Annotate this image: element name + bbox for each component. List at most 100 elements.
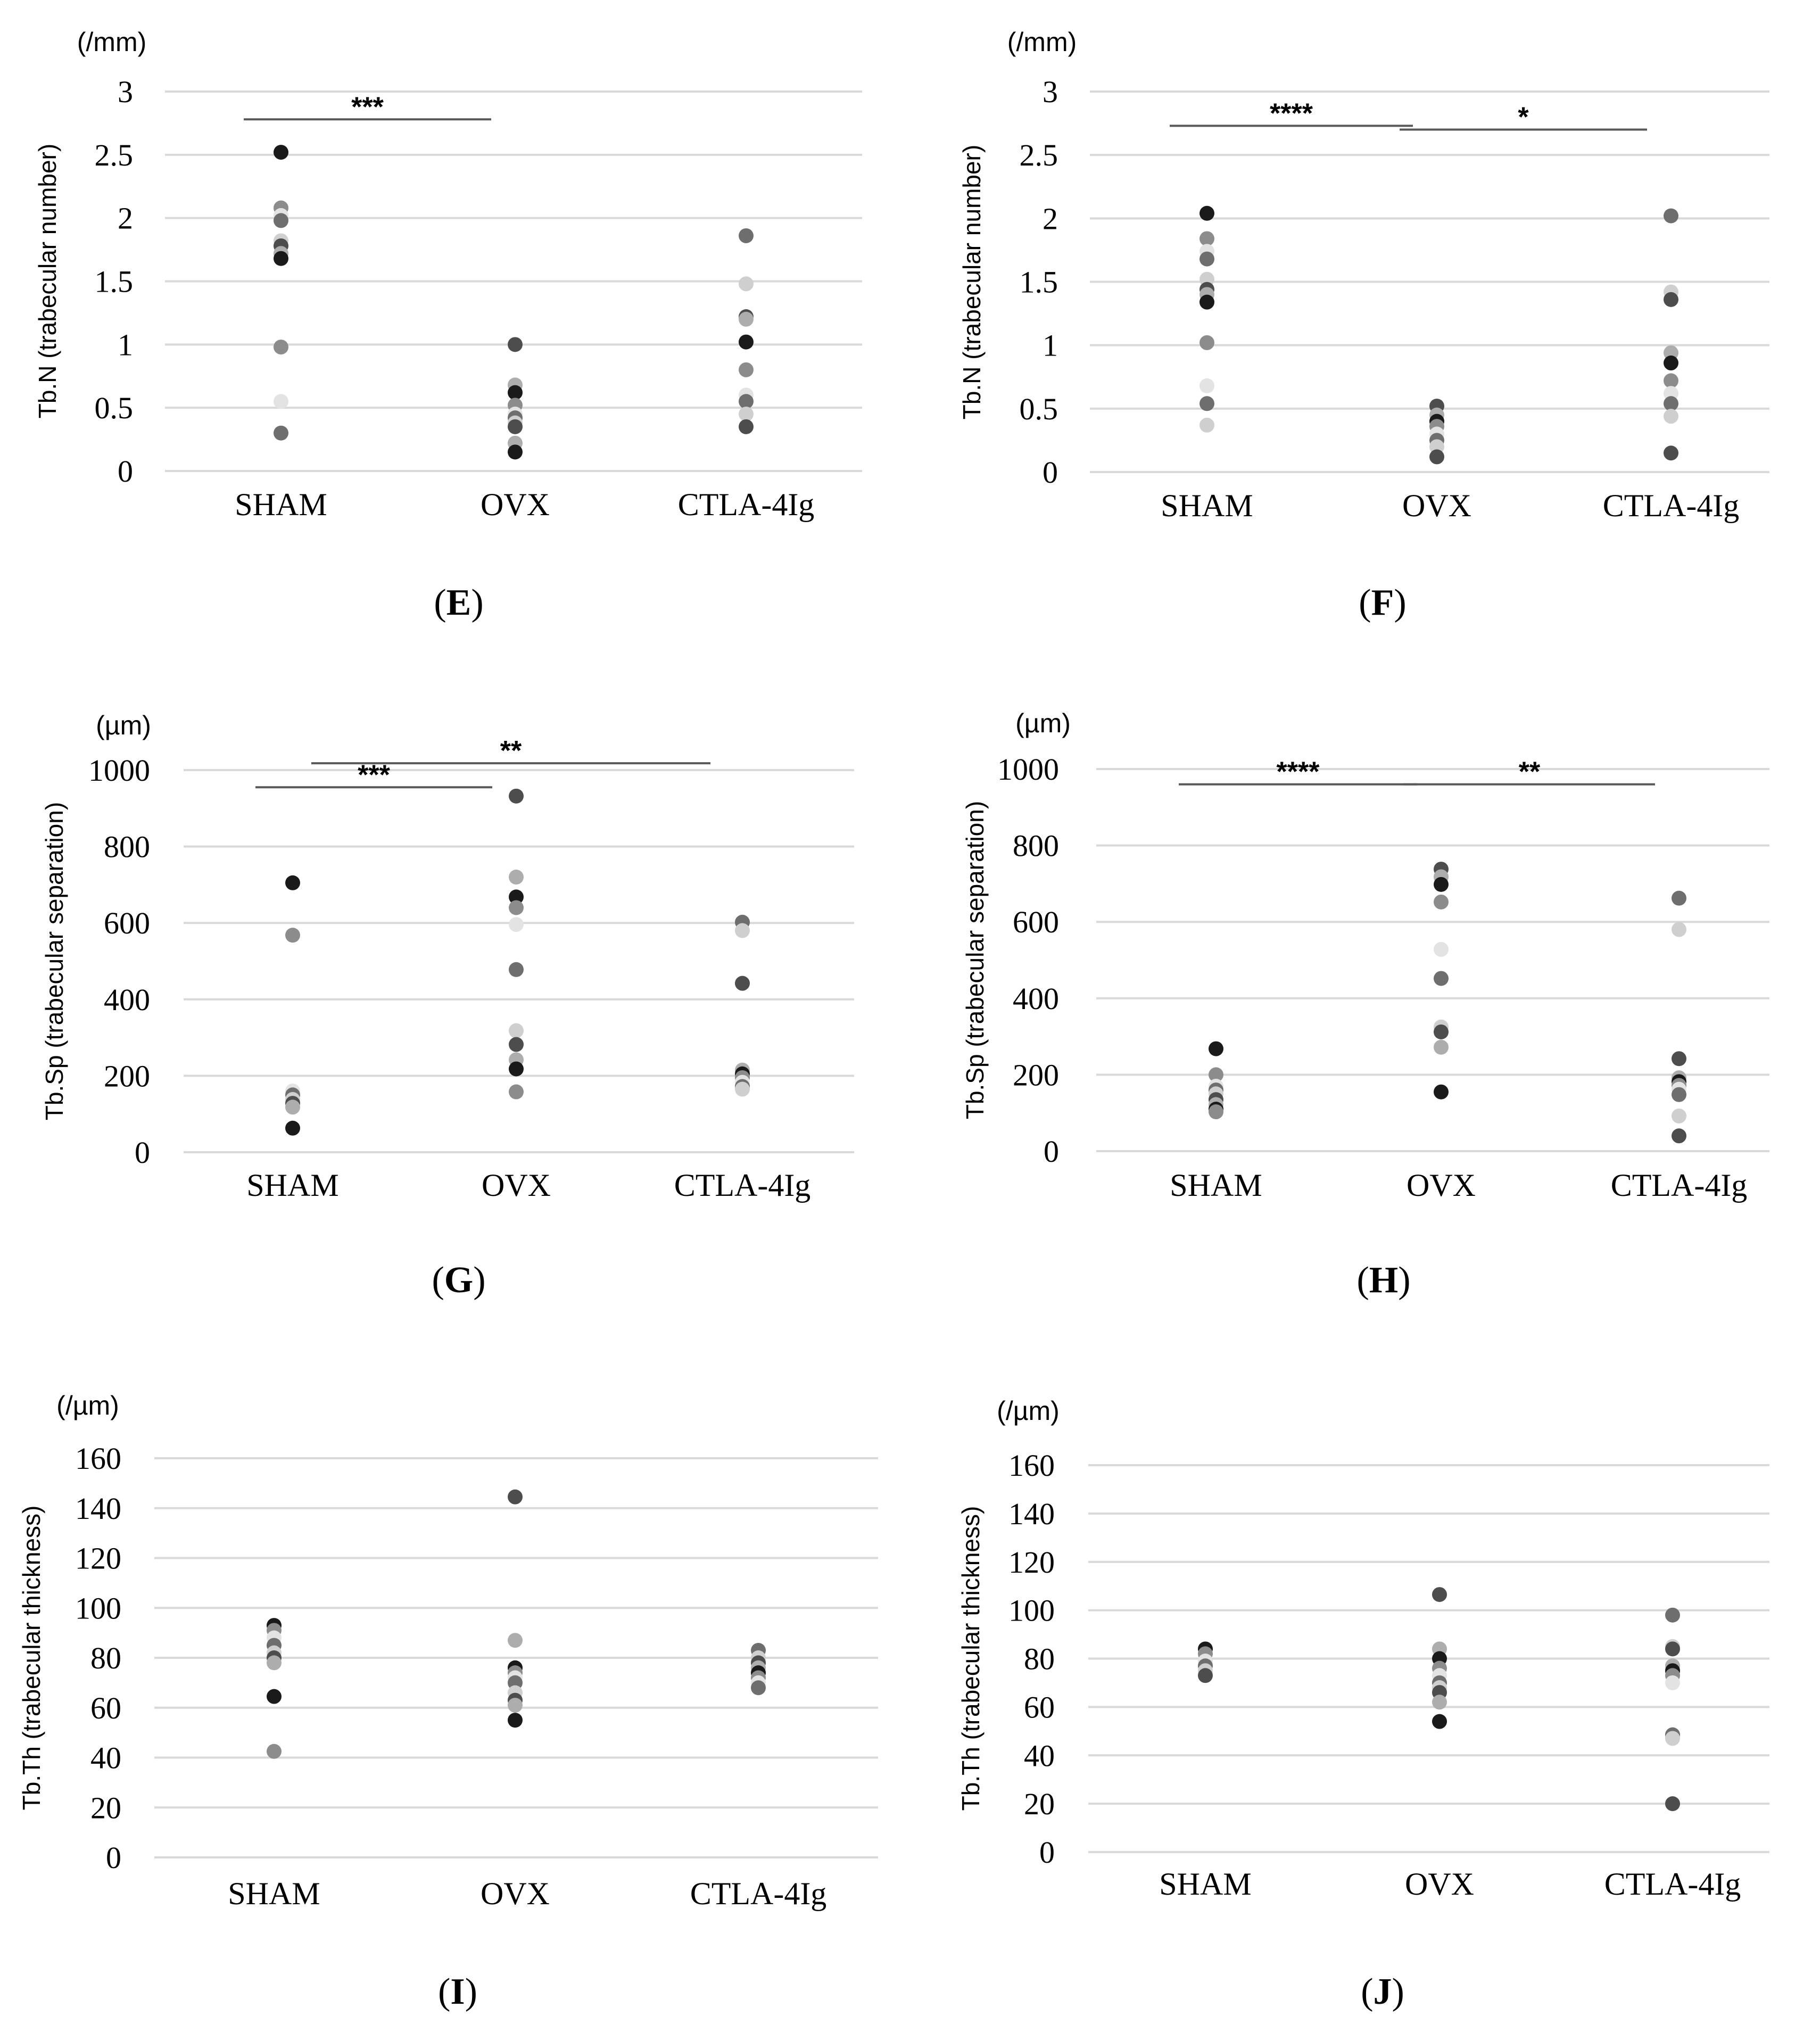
y-tick-label: 600 bbox=[1013, 905, 1059, 939]
data-point-ctla-4ig bbox=[1672, 1128, 1686, 1144]
panel-e: 0 0.5 1 1.5 2 2.5 3 (/mm) Tb.N (trabecular numbe… bbox=[34, 27, 862, 623]
y-tick-label: 60 bbox=[90, 1691, 121, 1725]
data-point-sham bbox=[1199, 205, 1214, 221]
data-point-ctla-4ig bbox=[739, 407, 754, 422]
data-point-ctla-4ig bbox=[1672, 1087, 1686, 1102]
data-point-ctla-4ig bbox=[1665, 1607, 1680, 1623]
data-point-ctla-4ig bbox=[1664, 445, 1678, 461]
data-point-ctla-4ig bbox=[739, 228, 754, 243]
x-category-label: OVX bbox=[1402, 488, 1471, 523]
data-point-sham bbox=[274, 213, 288, 228]
y-tick-label: 100 bbox=[1008, 1593, 1055, 1628]
data-point-sham bbox=[1198, 1668, 1213, 1683]
y-tick-label: 160 bbox=[1008, 1448, 1055, 1483]
data-point-sham bbox=[1199, 417, 1214, 433]
data-point-sham bbox=[1199, 335, 1214, 350]
data-point-ctla-4ig bbox=[1665, 1796, 1680, 1812]
data-point-ovx bbox=[508, 1633, 523, 1648]
y-tick-label: 80 bbox=[90, 1641, 121, 1675]
data-point-ovx bbox=[1429, 449, 1444, 465]
y-tick-label: 0 bbox=[1044, 1134, 1059, 1169]
unit-label: (/µm) bbox=[56, 1391, 119, 1420]
data-point-ovx bbox=[508, 444, 523, 460]
unit-label: (/mm) bbox=[1007, 27, 1077, 57]
data-point-ovx bbox=[509, 1037, 524, 1052]
data-point-ctla-4ig bbox=[751, 1680, 766, 1696]
x-category-label: SHAM bbox=[235, 487, 327, 522]
y-tick-label: 140 bbox=[1008, 1497, 1055, 1531]
y-tick-label: 20 bbox=[1024, 1787, 1055, 1821]
data-point-ovx bbox=[1434, 971, 1449, 986]
data-point-sham bbox=[274, 394, 288, 409]
x-category-label: OVX bbox=[481, 1876, 550, 1911]
panel-f: 0 0.5 1 1.5 2 2.5 3 (/mm) Tb.N (trabecular numbe… bbox=[958, 27, 1769, 623]
y-axis-title: Tb.Th (trabecular thickness) bbox=[18, 1506, 45, 1811]
significance-label: * bbox=[1518, 102, 1529, 133]
data-point-ctla-4ig bbox=[735, 1081, 750, 1097]
data-point-ctla-4ig bbox=[1664, 292, 1678, 307]
data-point-ovx bbox=[508, 385, 523, 400]
data-point-ctla-4ig bbox=[739, 311, 754, 327]
significance-label: ** bbox=[500, 736, 522, 766]
y-tick-label: 160 bbox=[75, 1441, 121, 1476]
y-tick-label: 0 bbox=[1039, 1835, 1055, 1870]
x-category-label: CTLA-4Ig bbox=[690, 1876, 827, 1911]
y-tick-label: 2 bbox=[1043, 201, 1058, 236]
data-point-sham bbox=[1199, 378, 1214, 393]
data-point-ovx bbox=[508, 1489, 523, 1505]
y-tick-label: 0 bbox=[118, 454, 133, 489]
panel-label: (F) bbox=[1359, 582, 1406, 623]
x-category-label: CTLA-4Ig bbox=[674, 1168, 811, 1203]
data-point-ovx bbox=[1432, 1695, 1447, 1710]
y-tick-label: 1 bbox=[118, 327, 133, 362]
x-category-label: OVX bbox=[482, 1168, 551, 1203]
data-point-ovx bbox=[508, 1698, 523, 1713]
data-point-ovx bbox=[1432, 1714, 1447, 1729]
x-category-label: CTLA-4Ig bbox=[1611, 1168, 1748, 1203]
x-category-label: SHAM bbox=[246, 1168, 338, 1203]
y-tick-label: 400 bbox=[104, 982, 150, 1017]
panel-i: 0 20 40 60 80 100 120 140 160 (/µm) Tb.Th (trabecu… bbox=[18, 1391, 878, 2012]
y-tick-label: 2.5 bbox=[95, 138, 134, 172]
y-tick-label: 100 bbox=[75, 1591, 121, 1625]
data-point-ctla-4ig bbox=[735, 976, 750, 991]
data-point-sham bbox=[1199, 231, 1214, 246]
y-tick-label: 120 bbox=[1008, 1545, 1055, 1580]
x-category-label: CTLA-4Ig bbox=[1604, 1866, 1741, 1902]
unit-label: (/µm) bbox=[997, 1396, 1060, 1426]
y-tick-label: 80 bbox=[1024, 1642, 1055, 1676]
x-category-label: OVX bbox=[1407, 1168, 1476, 1203]
panel-label: (E) bbox=[434, 582, 483, 623]
data-point-sham bbox=[1209, 1067, 1223, 1083]
y-tick-label: 0 bbox=[1043, 455, 1058, 490]
data-point-ctla-4ig bbox=[739, 394, 754, 409]
data-point-sham bbox=[1199, 396, 1214, 411]
data-point-ovx bbox=[509, 788, 524, 804]
data-point-sham bbox=[274, 145, 288, 160]
data-point-ovx bbox=[1434, 1084, 1449, 1100]
panel-j: 0 20 40 60 80 100 120 140 160 (/µm) Tb.Th (trabecu… bbox=[957, 1396, 1769, 2012]
y-tick-label: 1.5 bbox=[95, 265, 134, 299]
y-tick-label: 0 bbox=[106, 1840, 121, 1875]
y-tick-label: 800 bbox=[104, 830, 150, 864]
unit-label: (µm) bbox=[96, 710, 151, 740]
y-axis-title: Tb.Sp (trabecular separation) bbox=[961, 801, 989, 1119]
y-tick-label: 120 bbox=[75, 1541, 121, 1576]
unit-label: (µm) bbox=[1015, 708, 1071, 738]
data-point-sham bbox=[267, 1655, 282, 1671]
panel-label: (I) bbox=[438, 1971, 477, 2012]
significance-label: *** bbox=[351, 92, 384, 122]
data-point-sham bbox=[285, 875, 300, 890]
y-tick-label: 1.5 bbox=[1020, 265, 1058, 300]
data-point-ctla-4ig bbox=[1664, 208, 1678, 224]
y-tick-label: 140 bbox=[75, 1491, 121, 1526]
data-point-ctla-4ig bbox=[735, 923, 750, 938]
y-tick-label: 600 bbox=[104, 906, 150, 940]
data-point-ovx bbox=[1432, 1587, 1447, 1602]
y-tick-label: 3 bbox=[118, 75, 133, 109]
x-category-label: SHAM bbox=[228, 1876, 320, 1911]
y-tick-label: 1 bbox=[1043, 328, 1058, 363]
significance-label: **** bbox=[1277, 757, 1320, 788]
significance-label: ** bbox=[1519, 757, 1541, 788]
